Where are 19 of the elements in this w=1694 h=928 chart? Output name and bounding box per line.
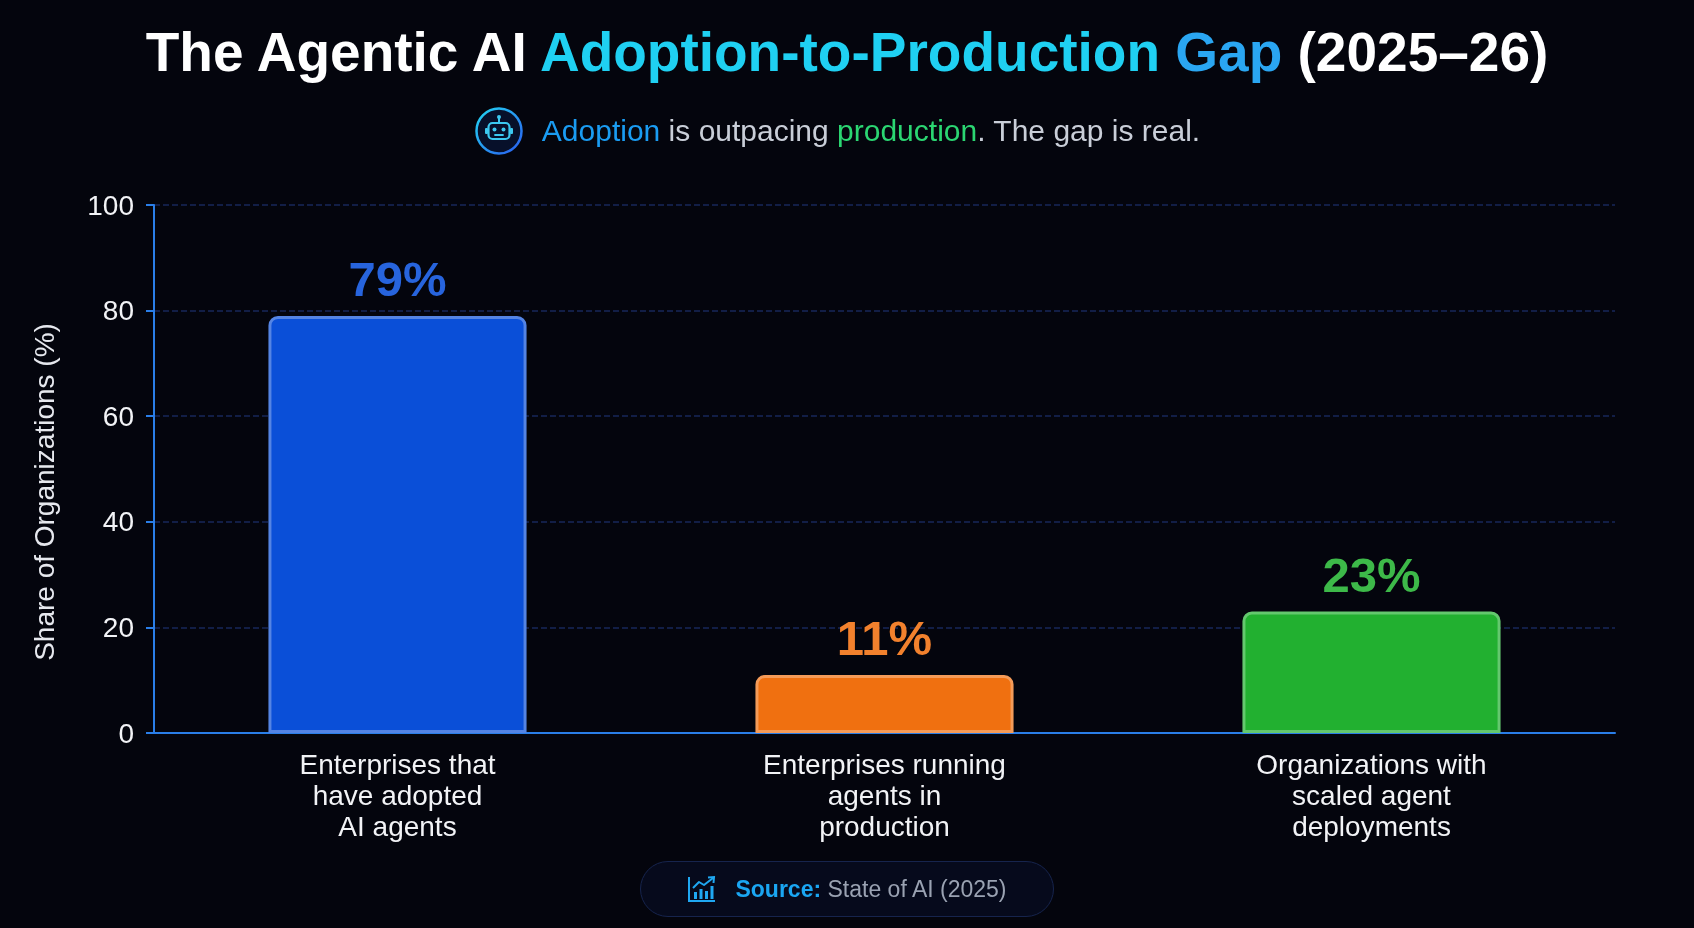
x-tick-label: Enterprises running agents in production [763,749,1006,842]
bar [755,674,1014,733]
data-label: 11% [836,611,933,666]
data-label: 23% [1322,548,1421,603]
chart-title: The Agentic AI Adoption-to-Production Gap (2025–26) [145,21,1549,83]
data-label: 79% [348,252,447,307]
y-tick-label: 100 [87,189,134,221]
bar [1242,611,1501,733]
y-axis-title: Share of Organizations (%) [28,323,60,661]
y-tick-label: 80 [102,295,134,327]
y-tick-label: 60 [102,400,134,432]
x-tick-label: Organizations with scaled agent deployments [1256,749,1487,842]
y-tick-label: 40 [102,506,134,538]
x-tick-label: Enterprises that have adopted AI agents [299,749,496,842]
source-note: Source: State of AI (2025) [735,875,1007,903]
y-tick-label: 20 [102,611,134,643]
bar [268,315,527,733]
text: Adoption is outpacing production. The gap is real. [541,114,1201,147]
y-tick-label: 0 [118,717,134,749]
